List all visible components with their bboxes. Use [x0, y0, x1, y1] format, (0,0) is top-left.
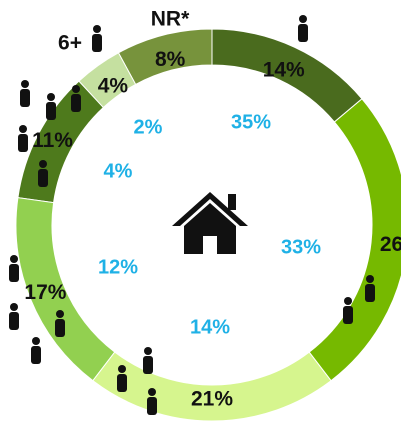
- inner-label: 33%: [281, 236, 321, 258]
- person-head: [144, 347, 152, 355]
- value-label: 11%: [32, 129, 73, 152]
- value-label: 4%: [98, 74, 129, 97]
- person-head: [47, 93, 55, 101]
- person-head: [366, 275, 374, 283]
- category-label: 6+: [58, 32, 82, 55]
- person-body: [343, 306, 353, 324]
- category-label: NR*: [151, 8, 190, 31]
- donut-segment: [78, 52, 137, 109]
- person-body: [92, 34, 102, 52]
- person-body: [147, 397, 157, 415]
- person-head: [32, 337, 40, 345]
- person-head: [72, 85, 80, 93]
- person-head: [344, 297, 352, 305]
- person-body: [9, 312, 19, 330]
- person-head: [148, 388, 156, 396]
- person-body: [9, 264, 19, 282]
- inner-label: 14%: [190, 316, 230, 338]
- inner-label: 12%: [98, 256, 138, 278]
- value-label: 26%: [380, 233, 401, 256]
- person-body: [20, 89, 30, 107]
- person-body: [18, 134, 28, 152]
- person-head: [19, 125, 27, 133]
- value-label: 21%: [191, 388, 233, 411]
- person-body: [38, 169, 48, 187]
- person-body: [46, 102, 56, 120]
- person-body: [71, 94, 81, 112]
- person-body: [365, 284, 375, 302]
- person-head: [21, 80, 29, 88]
- person-head: [56, 310, 64, 318]
- person-head: [10, 303, 18, 311]
- value-label: 17%: [24, 281, 66, 304]
- person-body: [55, 319, 65, 337]
- person-body: [143, 356, 153, 374]
- person-body: [31, 346, 41, 364]
- inner-label: 4%: [104, 160, 133, 182]
- house-icon: [172, 192, 248, 254]
- person-head: [39, 160, 47, 168]
- person-icons: [9, 15, 375, 415]
- person-head: [299, 15, 307, 23]
- inner-label: 35%: [231, 111, 271, 133]
- person-head: [118, 365, 126, 373]
- value-label: 14%: [263, 58, 305, 81]
- person-head: [93, 25, 101, 33]
- donut-segment: [308, 98, 401, 382]
- person-body: [117, 374, 127, 392]
- donut-segment: [211, 28, 363, 123]
- person-head: [10, 255, 18, 263]
- donut-segment: [92, 351, 332, 421]
- value-label: 8%: [155, 48, 186, 71]
- inner-label: 2%: [134, 116, 163, 138]
- donut-segment: [15, 197, 116, 382]
- person-body: [298, 24, 308, 42]
